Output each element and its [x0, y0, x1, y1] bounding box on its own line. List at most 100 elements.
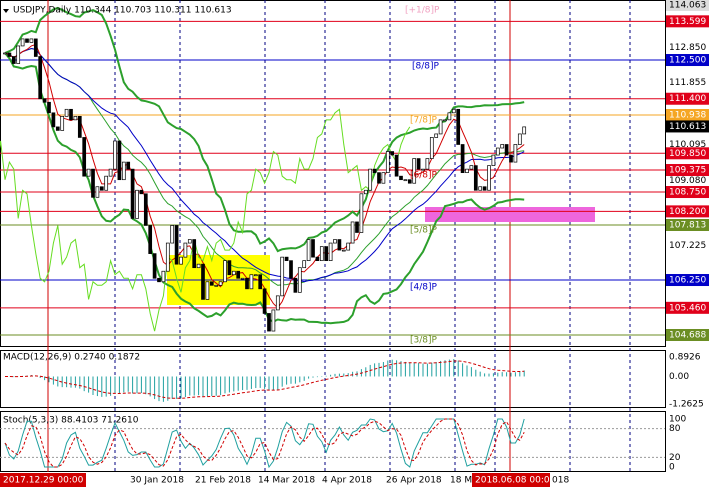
- candle: [95, 186, 100, 198]
- murrey-labels: [+1/8]P [8/8]P [7/8]P [6/8]P [5/8]P [4/8…: [405, 6, 440, 346]
- candle: [16, 45, 21, 64]
- level-label: 114.063: [669, 1, 706, 11]
- candle: [245, 277, 249, 290]
- macd-scale-label: 0.8926: [669, 353, 701, 363]
- candle: [240, 277, 245, 280]
- candle: [223, 260, 227, 283]
- candle: [517, 133, 522, 145]
- candle: [47, 101, 51, 114]
- level-label: 111.400: [669, 94, 706, 104]
- candle: [447, 112, 452, 121]
- level-label: 104.688: [669, 331, 706, 341]
- candle: [429, 137, 434, 159]
- zone-box: [425, 207, 595, 222]
- candle: [73, 115, 78, 121]
- murrey-label: [+1/8]P: [405, 6, 440, 16]
- murrey-label: [5/8]P: [410, 226, 438, 236]
- candle: [399, 175, 403, 181]
- candle: [487, 165, 491, 191]
- candle: [377, 172, 381, 184]
- symbol-header: USDJPY,Daily 110.344 110.703 110.311 110…: [13, 6, 232, 16]
- candle: [495, 147, 500, 156]
- macd-title: MACD(12,26,9) 0.2740 0.1872: [3, 353, 140, 363]
- time-axis: 2017.12.29 00:00 30 Jan 2018 21 Feb 2018…: [0, 473, 569, 487]
- candle: [328, 242, 333, 262]
- level-label: 109.850: [669, 149, 706, 159]
- level-label: 110.095: [669, 140, 706, 150]
- candle: [319, 246, 324, 262]
- candle: [456, 108, 461, 145]
- candle: [148, 225, 153, 254]
- menu-arrow[interactable]: [3, 9, 9, 13]
- date-label: 30 Jan 2018: [130, 476, 184, 486]
- candle: [359, 193, 364, 233]
- candle: [311, 239, 315, 258]
- level-tag: [666, 301, 709, 314]
- candle: [130, 168, 135, 219]
- candle: [267, 313, 271, 332]
- candle: [196, 263, 201, 269]
- candle: [143, 193, 148, 226]
- candle: [355, 221, 359, 233]
- candle: [443, 119, 447, 122]
- candle: [469, 165, 474, 170]
- candle: [372, 168, 377, 174]
- candle: [157, 277, 161, 283]
- candle: [91, 168, 95, 198]
- level-tag: [666, 219, 709, 231]
- candle: [104, 175, 109, 191]
- candle: [324, 246, 329, 262]
- candle: [33, 38, 38, 57]
- stoch-k: [4, 418, 525, 469]
- macd-scale-label: 0.00: [669, 372, 689, 382]
- candle: [38, 56, 43, 100]
- candle: [293, 277, 298, 293]
- candle: [504, 144, 509, 156]
- date-label: 4 Apr 2018: [322, 476, 372, 486]
- candle: [451, 108, 456, 114]
- level-label: 112.500: [669, 56, 706, 66]
- candle: [20, 38, 25, 47]
- candle: [165, 242, 170, 272]
- candle: [218, 281, 223, 286]
- macd-scale-label: -1.2625: [669, 400, 704, 410]
- candle: [253, 274, 258, 277]
- candle: [201, 263, 205, 300]
- candle: [482, 186, 487, 191]
- candle: [491, 154, 496, 166]
- candle: [126, 161, 131, 170]
- candle: [121, 161, 126, 181]
- candle: [306, 239, 311, 262]
- candle: [179, 256, 183, 265]
- candle: [99, 186, 104, 191]
- candle: [421, 168, 425, 171]
- stoch-scale-label: 0: [669, 463, 675, 473]
- level-label: 109.080: [669, 176, 706, 186]
- candle: [192, 239, 197, 269]
- level-label: 112.850: [669, 43, 706, 53]
- level-label: 105.460: [669, 303, 706, 313]
- murrey-label: [4/8]P: [410, 283, 438, 293]
- stoch-scale-label: 100: [669, 415, 686, 425]
- macd-signal: [5, 360, 525, 399]
- candle: [500, 144, 505, 149]
- candle: [113, 140, 117, 170]
- level-label: 108.750: [669, 188, 706, 198]
- candle: [275, 295, 280, 311]
- level-label: 106.250: [669, 276, 706, 286]
- murrey-label: [6/8]P: [410, 171, 438, 181]
- level-tag: [666, 274, 709, 287]
- stoch-scale-label: 80: [669, 424, 681, 434]
- level-label: 107.813: [669, 221, 706, 231]
- candle: [236, 270, 241, 279]
- candle: [381, 172, 386, 184]
- candle: [460, 144, 465, 174]
- murrey-label: [3/8]P: [410, 336, 438, 346]
- candle: [394, 154, 399, 177]
- candle: [69, 108, 73, 121]
- candle: [51, 112, 56, 128]
- candle: [403, 179, 408, 182]
- candle: [333, 239, 337, 244]
- level-label: 108.200: [669, 207, 706, 217]
